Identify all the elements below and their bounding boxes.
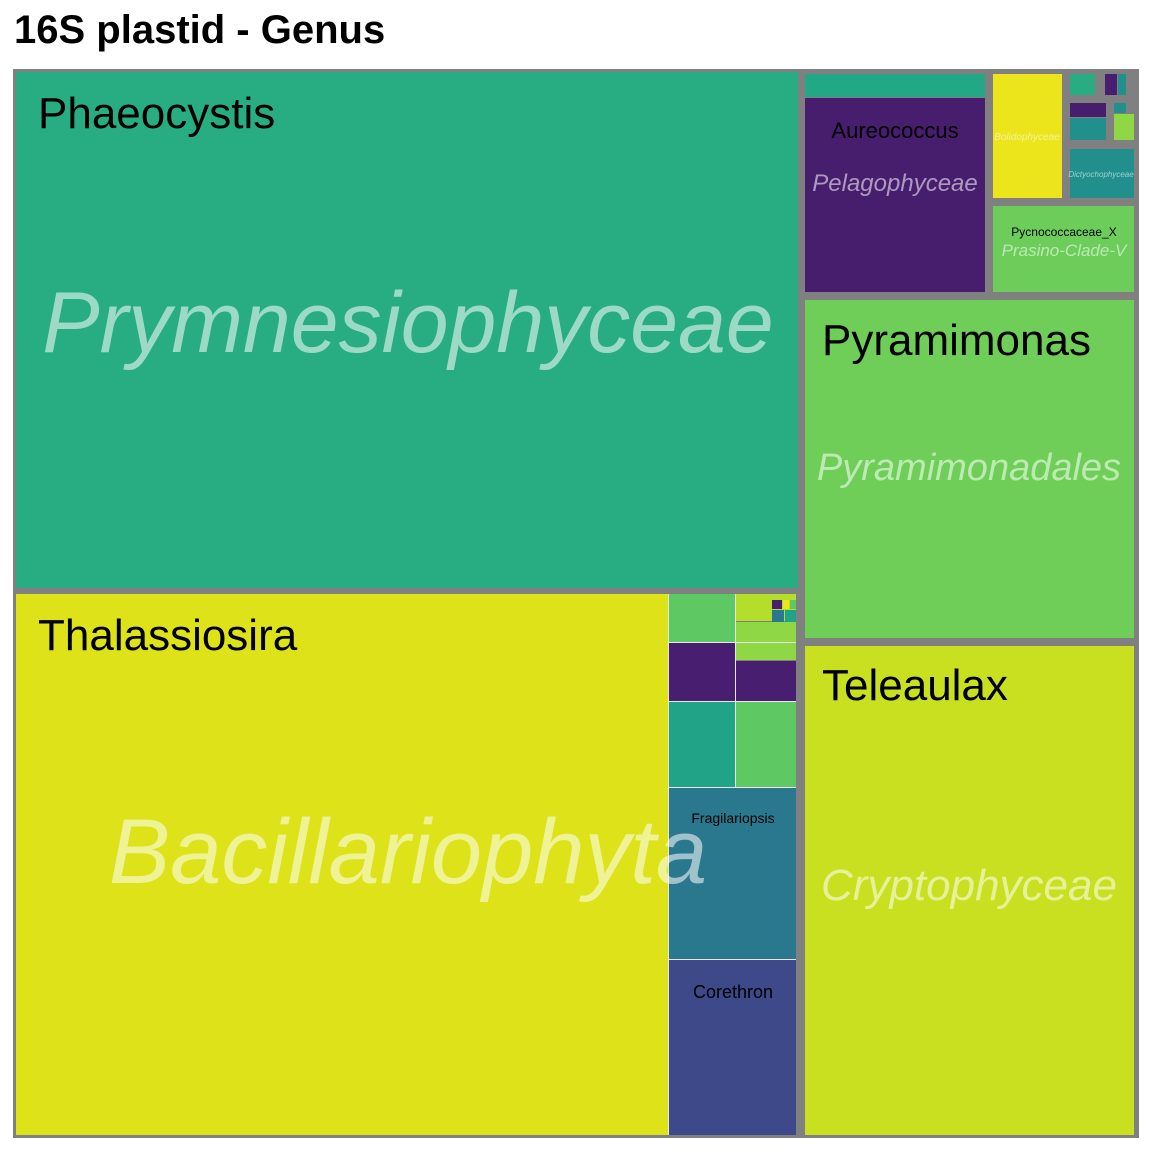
treemap-cell: [736, 622, 796, 660]
treemap-cell: [993, 206, 1134, 292]
genus-label: Corethron: [693, 982, 773, 1002]
treemap-cell: [669, 788, 796, 959]
treemap-divider: [669, 959, 796, 960]
treemap-cell: [805, 98, 985, 292]
genus-label: Aureococcus: [831, 118, 958, 143]
chart-title: 16S plastid - Genus: [14, 8, 386, 52]
treemap-cell: [805, 74, 985, 97]
treemap-cell: [669, 960, 796, 1135]
treemap-subcell: [1114, 114, 1134, 140]
treemap-cell: [993, 74, 1062, 198]
treemap-subcell: [1105, 74, 1117, 95]
treemap-divider: [669, 642, 796, 643]
treemap-cell: [669, 643, 735, 701]
treemap-subcell: [1070, 118, 1106, 140]
treemap-subcell: [1070, 74, 1095, 95]
genus-label: Thalassiosira: [38, 611, 298, 660]
group-label: Prymnesiophyceae: [42, 275, 773, 371]
group-label: Cryptophyceae: [821, 861, 1117, 910]
treemap-subcell: [783, 600, 789, 609]
treemap-subcell: [790, 600, 796, 609]
treemap-cell: [805, 300, 1134, 638]
treemap-subcell: [1114, 103, 1126, 113]
group-label: Prasino-Clade-V: [1002, 241, 1128, 260]
treemap-cell: [669, 594, 735, 642]
treemap-cell: [16, 72, 798, 588]
treemap-subcell: [785, 610, 796, 622]
treemap-divider: [735, 594, 736, 787]
genus-label: Fragilariopsis: [691, 810, 774, 826]
treemap-cell: [805, 646, 1134, 1135]
treemap-subcell: [772, 600, 782, 609]
treemap-divider: [668, 594, 669, 1135]
group-label: Pyramimonadales: [817, 447, 1121, 489]
treemap-subcell: [1070, 103, 1106, 117]
genus-label: Pycnococcaceae_X: [1011, 225, 1116, 239]
treemap-labels: Phaeocystis Thalassiosira Fragilariopsis Co…: [38, 89, 1134, 1002]
treemap-subcell: [772, 610, 784, 622]
treemap-cell: [16, 594, 668, 1135]
treemap-cell: [736, 702, 796, 787]
treemap-divider: [669, 701, 796, 702]
group-label: Dictyochophyceae: [1068, 170, 1134, 179]
treemap-subcell: [1118, 74, 1126, 95]
treemap-divider: [669, 787, 796, 788]
genus-label: Teleaulax: [822, 661, 1008, 710]
treemap-cells: [13, 69, 1139, 1138]
treemap-cell: [736, 661, 796, 701]
treemap-cell: [669, 702, 735, 787]
genus-label: Pyramimonas: [822, 316, 1091, 365]
treemap-cell: [1070, 149, 1134, 198]
group-label: Pelagophyceae: [812, 170, 977, 197]
genus-label: Phaeocystis: [38, 89, 275, 138]
treemap-subcell: [1126, 149, 1134, 198]
group-label: Bolidophyceae: [994, 132, 1060, 143]
group-label: Bacillariophyta: [109, 801, 707, 903]
